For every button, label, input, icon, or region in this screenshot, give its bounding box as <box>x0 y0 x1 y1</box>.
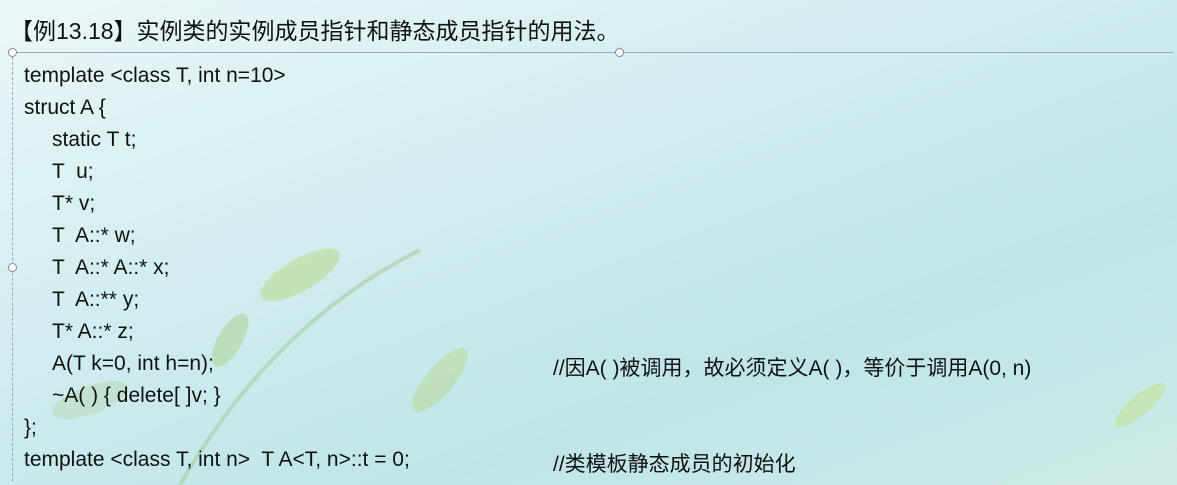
code-line: static T t; <box>52 128 137 151</box>
title: 【例13.18】实例类的实例成员指针和静态成员指针的用法。 <box>10 18 620 44</box>
code-line: T A::* w; <box>52 224 136 247</box>
code-line: T* A::* z; <box>52 320 134 343</box>
selection-handle <box>8 263 17 272</box>
code-line: T A::* A::* x; <box>52 256 170 279</box>
code-line: T u; <box>52 160 94 183</box>
code-line: A(T k=0, int h=n); <box>52 352 214 375</box>
code-line: template <class T, int n=10> <box>24 64 286 87</box>
code-comment: //类模板静态成员的初始化 <box>553 453 796 476</box>
code-line: }; <box>24 416 37 439</box>
code-comment: //因A( )被调用，故必须定义A( )，等价于调用A(0, n) <box>553 357 1032 380</box>
selection-handle <box>8 48 17 57</box>
code-line: T A::** y; <box>52 288 140 311</box>
selection-handle <box>615 48 624 57</box>
code-line: ~A( ) { delete[ ]v; } <box>52 384 221 407</box>
code-box <box>12 52 1173 481</box>
code-line: struct A { <box>24 96 106 119</box>
code-line: T* v; <box>52 192 96 215</box>
code-line: template <class T, int n> T A<T, n>::t =… <box>24 448 410 471</box>
